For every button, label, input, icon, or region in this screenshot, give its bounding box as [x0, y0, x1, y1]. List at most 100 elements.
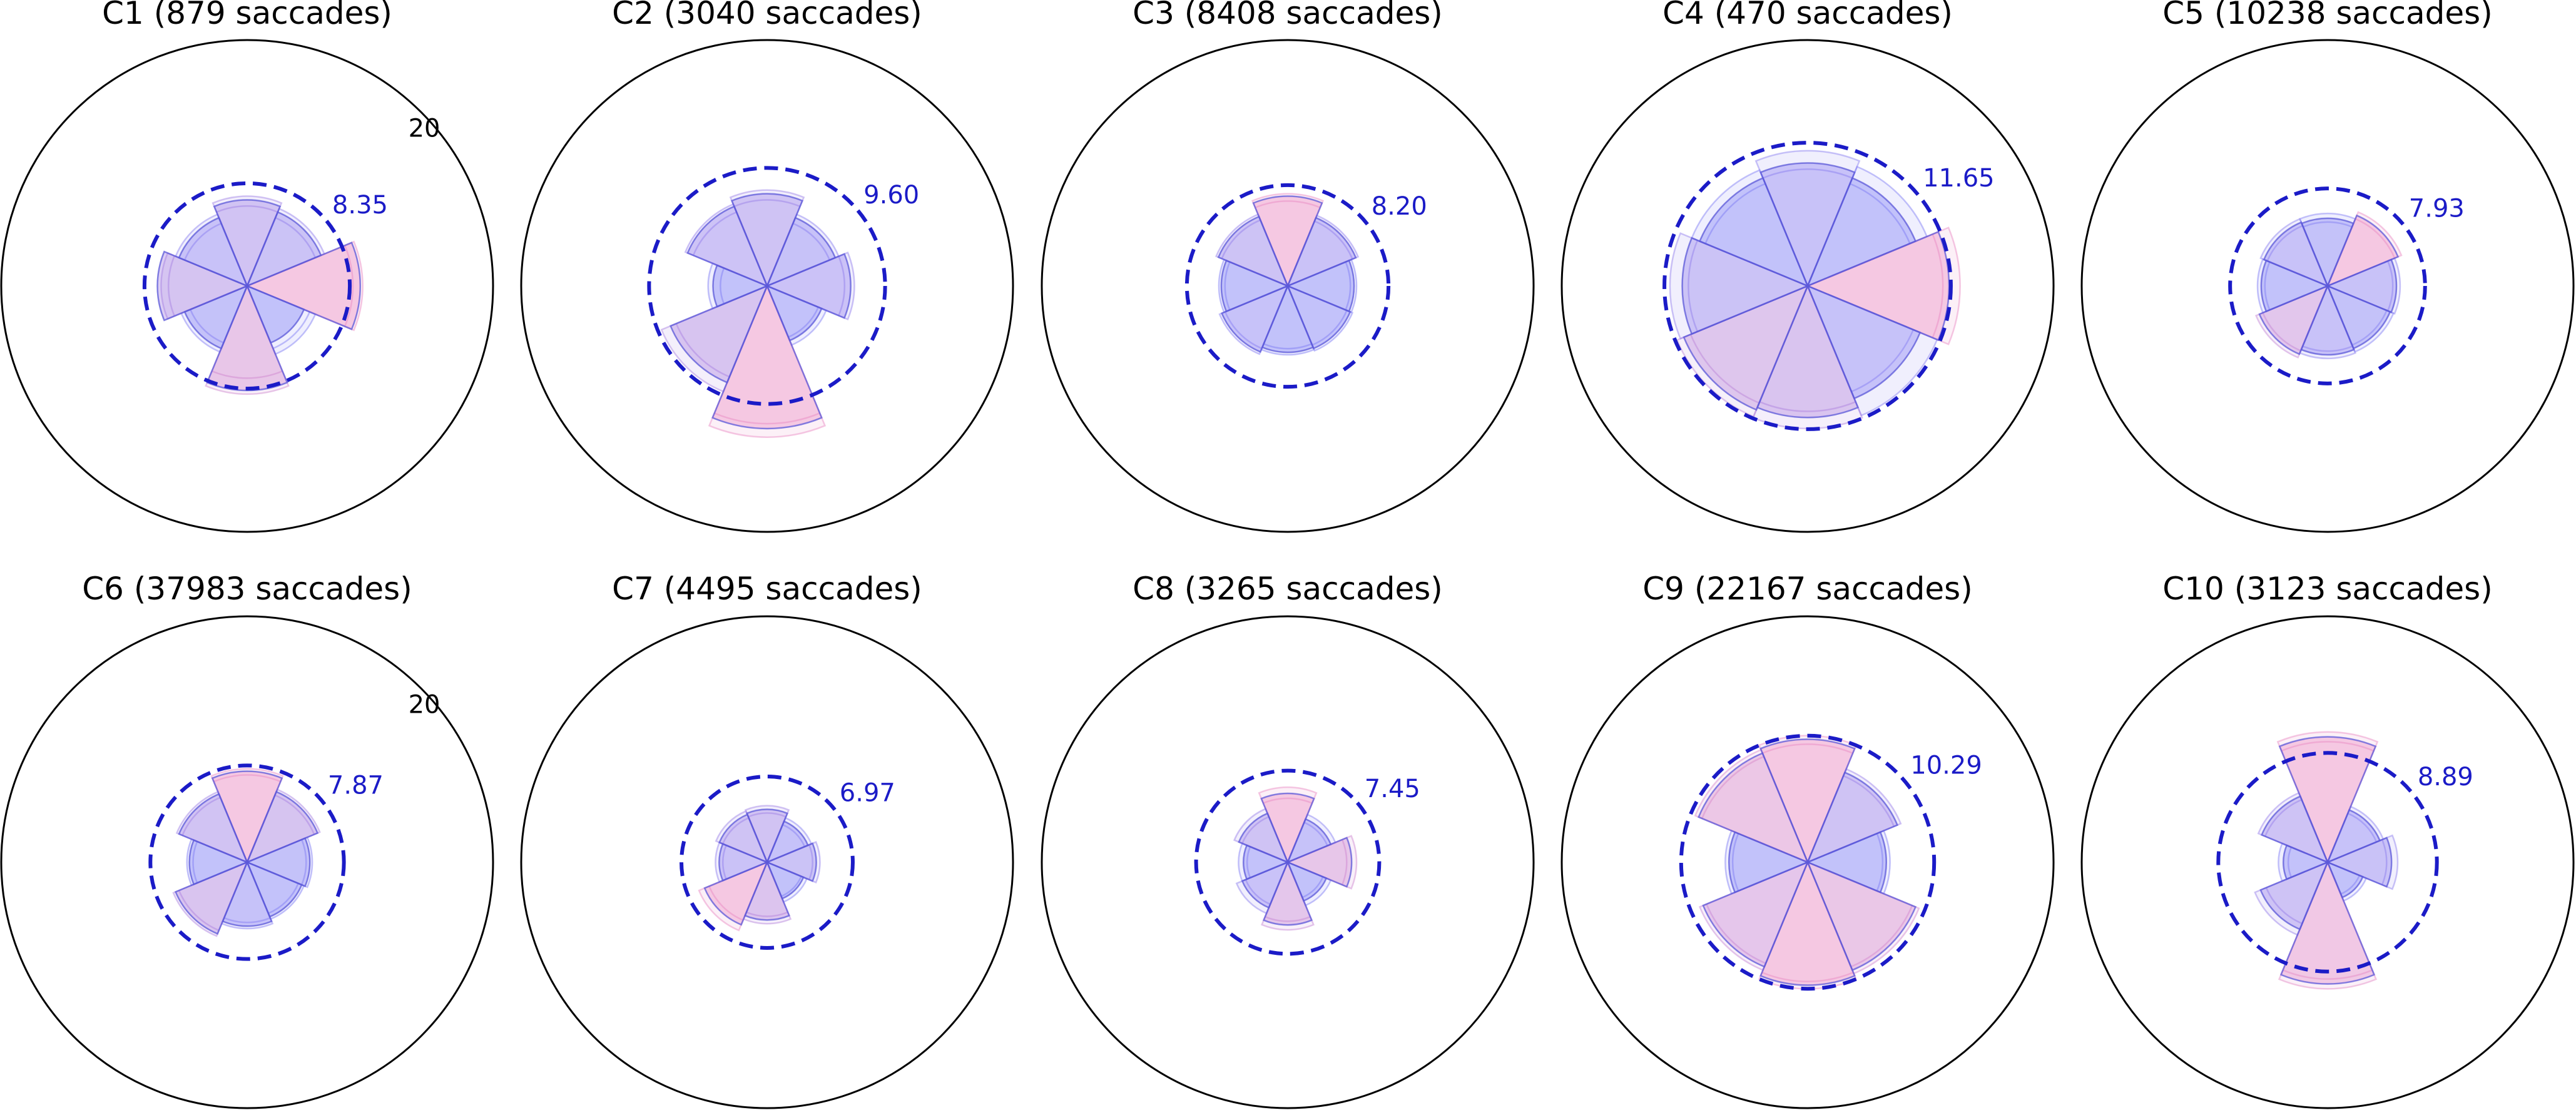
sector-ghost-outer	[742, 860, 792, 925]
sector-bar	[1252, 195, 1323, 288]
sector-ghost-inner	[788, 307, 819, 338]
sector-ghost-outer	[1806, 165, 1928, 288]
sector-ghost-inner	[722, 817, 750, 845]
sector-ghost-inner	[1762, 743, 1853, 754]
sector-bar	[1702, 860, 1810, 968]
sector-ghost-outer	[245, 836, 313, 889]
sector-bar	[2325, 837, 2393, 888]
sector-bar	[1806, 860, 1917, 972]
sector-ghost-inner	[2351, 310, 2388, 346]
sector-bar	[703, 860, 769, 926]
sector-ghost-inner	[1263, 797, 1313, 804]
sector-ghost-outer	[2257, 792, 2329, 864]
sector-bar	[1759, 860, 1856, 986]
sector-ghost-inner	[2340, 875, 2360, 895]
outer-circle	[1560, 39, 2055, 533]
polar-panel: C5 (10238 saccades) 7.93	[2080, 0, 2575, 533]
sector-bar	[718, 813, 769, 864]
sector-ghost-inner	[1701, 756, 1764, 819]
sector-ghost-inner	[1704, 183, 1766, 244]
sector-bar	[1805, 831, 1887, 894]
sector-ghost-outer	[1258, 786, 1318, 865]
sector-bar	[765, 216, 837, 288]
sector-ghost-outer	[1805, 829, 1891, 895]
sector-ghost-inner	[708, 885, 744, 921]
sector-ghost-inner	[216, 205, 278, 213]
sector-bar	[1285, 837, 1353, 888]
mean-label: 7.87	[328, 771, 384, 800]
sector-bar	[1759, 738, 1856, 865]
sector-bar	[245, 860, 303, 918]
sector-ghost-outer	[729, 189, 805, 288]
outer-circle	[2080, 39, 2575, 533]
sector-bar	[765, 253, 852, 319]
sector-ghost-inner	[722, 845, 727, 880]
sector-ghost-outer	[765, 284, 828, 347]
sector-ghost-inner	[1221, 219, 1261, 259]
outer-circle	[1041, 39, 1535, 533]
mean-label: 7.93	[2409, 195, 2465, 223]
sector-bar	[1681, 237, 1810, 335]
sector-bar	[669, 284, 769, 384]
sector-ghost-inner	[1224, 311, 1263, 350]
sector-ghost-outer	[1286, 284, 1354, 352]
sector-ghost-inner	[808, 844, 813, 880]
polar-panel: C3 (8408 saccades) 8.20	[1041, 0, 1535, 533]
sector-bar	[2279, 860, 2376, 985]
outer-circle	[520, 39, 1014, 533]
sector-ghost-inner	[1843, 775, 1895, 827]
sector-ghost-outer	[245, 284, 317, 355]
sector-ghost-inner	[1932, 233, 1944, 339]
sector-ghost-outer	[1698, 860, 1810, 972]
sector-bar	[712, 264, 770, 308]
sector-ghost-outer	[1251, 193, 1325, 288]
sector-ghost-inner	[1255, 200, 1321, 208]
sector-ghost-outer	[1285, 835, 1358, 890]
sector-ghost-outer	[1669, 232, 1810, 340]
sector-ghost-outer	[765, 841, 821, 883]
sector-ghost-inner	[2283, 969, 2373, 980]
panel-title: C1 (879 saccades)	[102, 0, 392, 31]
sector-bar	[2326, 214, 2400, 288]
sector-ghost-outer	[1694, 748, 1810, 864]
mean-label: 6.97	[840, 778, 895, 807]
radial-tick-label: 20	[409, 690, 440, 719]
sector-ghost-outer	[1233, 808, 1290, 864]
sector-ghost-inner	[2355, 218, 2396, 259]
sector-bar	[2261, 795, 2329, 864]
sector-ghost-outer	[2325, 257, 2401, 315]
outer-circle	[0, 615, 494, 1109]
sector-bar	[1285, 259, 1355, 313]
sector-ghost-inner	[1263, 343, 1312, 350]
sector-ghost-inner	[1850, 905, 1913, 968]
sector-ghost-inner	[1303, 822, 1328, 847]
sector-ghost-inner	[733, 199, 801, 208]
sector-ghost-outer	[1806, 768, 1902, 864]
sector-ghost-outer	[174, 213, 249, 288]
sector-ghost-outer	[1214, 213, 1290, 288]
sector-ghost-inner	[1731, 833, 1739, 892]
sector-bar	[2326, 284, 2391, 350]
polar-panel: C2 (3040 saccades) 9.60	[520, 0, 1014, 533]
sector-ghost-inner	[2264, 262, 2271, 310]
sector-ghost-inner	[1245, 879, 1271, 905]
sector-bar	[1241, 860, 1290, 909]
mean-circle	[142, 181, 352, 391]
sector-ghost-inner	[1761, 971, 1854, 982]
sector-ghost-inner	[213, 774, 281, 783]
sector-ghost-inner	[2303, 221, 2353, 228]
sector-ghost-outer	[2326, 805, 2385, 864]
sector-ghost-inner	[2266, 225, 2303, 262]
sector-ghost-outer	[1260, 283, 1315, 356]
sector-ghost-inner	[675, 323, 730, 378]
sector-ghost-inner	[1311, 310, 1348, 346]
mean-label: 8.20	[1372, 192, 1427, 221]
sector-ghost-outer	[1235, 860, 1290, 915]
panel-title: C7 (4495 saccades)	[612, 571, 922, 607]
sector-bar	[2301, 217, 2355, 288]
panel-title: C3 (8408 saccades)	[1133, 0, 1443, 31]
sector-ghost-inner	[2262, 312, 2301, 352]
sector-ghost-outer	[1218, 258, 1290, 313]
sector-bar	[2300, 283, 2355, 356]
polar-panel: C9 (22167 saccades) 10.29	[1560, 571, 2055, 1109]
